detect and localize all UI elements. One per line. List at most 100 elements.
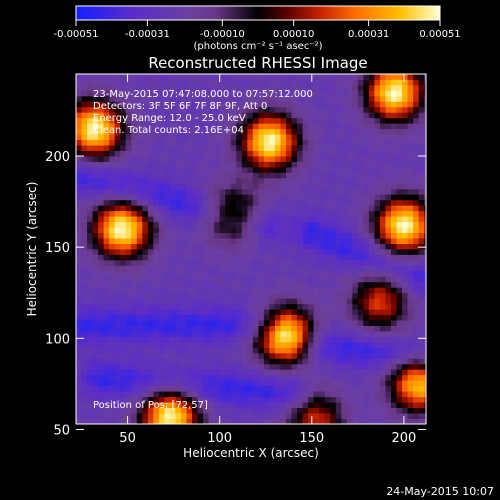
- heatmap-cell: [192, 413, 198, 419]
- heatmap-cell: [230, 156, 237, 162]
- heatmap-cell: [319, 249, 326, 255]
- heatmap-cell: [164, 358, 171, 365]
- heatmap-cell: [197, 123, 204, 130]
- heatmap-cell: [319, 358, 326, 365]
- heatmap-cell: [87, 331, 93, 337]
- heatmap-cell: [169, 161, 176, 168]
- heatmap-cell: [263, 95, 270, 102]
- heatmap-cell: [241, 210, 248, 217]
- heatmap-cell: [308, 95, 315, 102]
- heatmap-cell: [363, 369, 370, 376]
- heatmap-cell: [374, 341, 381, 348]
- heatmap-cell: [208, 238, 215, 244]
- heatmap-cell: [274, 265, 281, 272]
- heatmap-cell: [81, 194, 88, 201]
- heatmap-cell: [346, 238, 353, 244]
- heatmap-cell: [98, 112, 105, 119]
- heatmap-cell: [158, 156, 165, 162]
- heatmap-cell: [225, 134, 232, 141]
- heatmap-cell: [114, 281, 121, 288]
- heatmap-cell: [258, 84, 265, 91]
- heatmap-cell: [407, 128, 414, 135]
- heatmap-cell: [192, 336, 198, 343]
- heatmap-cell: [208, 123, 215, 130]
- heatmap-cell: [186, 303, 193, 310]
- heatmap-cell: [87, 314, 93, 321]
- heatmap-cell: [103, 150, 110, 157]
- heatmap-cell: [324, 74, 331, 80]
- heatmap-cell: [413, 90, 420, 97]
- heatmap-cell: [225, 79, 232, 86]
- heatmap-cell: [341, 177, 348, 184]
- heatmap-cell: [346, 156, 353, 162]
- heatmap-cell: [385, 249, 392, 255]
- heatmap-cell: [76, 79, 82, 86]
- heatmap-cell: [324, 145, 331, 151]
- heatmap-cell: [109, 380, 116, 387]
- heatmap-cell: [346, 101, 353, 108]
- heatmap-cell: [230, 391, 237, 398]
- heatmap-cell: [319, 309, 326, 316]
- heatmap-cell: [252, 347, 259, 354]
- heatmap-cell: [175, 413, 182, 419]
- heatmap-cell: [241, 106, 248, 113]
- heatmap-cell: [247, 352, 254, 359]
- heatmap-cell: [291, 90, 298, 97]
- heatmap-cell: [368, 128, 375, 135]
- heatmap-cell: [413, 391, 420, 398]
- heatmap-cell: [407, 221, 414, 228]
- heatmap-cell: [175, 396, 182, 403]
- heatmap-cell: [142, 292, 149, 299]
- heatmap-cell: [81, 74, 88, 80]
- heatmap-cell: [258, 238, 265, 244]
- heatmap-cell: [181, 232, 187, 239]
- heatmap-cell: [308, 407, 315, 414]
- heatmap-cell: [385, 418, 392, 424]
- heatmap-cell: [335, 139, 342, 146]
- heatmap-cell: [407, 123, 414, 130]
- heatmap-cell: [142, 84, 149, 91]
- heatmap-cell: [136, 385, 143, 392]
- heatmap-cell: [280, 292, 287, 299]
- heatmap-cell: [247, 347, 254, 354]
- heatmap-cell: [258, 106, 265, 113]
- heatmap-cell: [368, 281, 375, 288]
- heatmap-cell: [81, 84, 88, 91]
- heatmap-cell: [308, 166, 315, 173]
- heatmap-cell: [424, 265, 426, 272]
- heatmap-cell: [341, 205, 348, 212]
- heatmap-cell: [109, 287, 116, 294]
- heatmap-cell: [247, 172, 254, 179]
- heatmap-cell: [330, 188, 337, 195]
- heatmap-cell: [147, 347, 154, 354]
- y-axis-label: Heliocentric Y (arcsec): [25, 182, 39, 317]
- heatmap-cell: [379, 183, 386, 190]
- heatmap-cell: [109, 205, 116, 212]
- heatmap-cell: [76, 134, 82, 141]
- heatmap-cell: [120, 341, 127, 348]
- heatmap-cell: [181, 188, 187, 195]
- heatmap-cell: [169, 145, 176, 151]
- heatmap-cell: [136, 270, 143, 277]
- heatmap-cell: [120, 320, 127, 326]
- heatmap-cell: [291, 150, 298, 157]
- heatmap-cell: [92, 90, 99, 97]
- heatmap-cell: [131, 139, 138, 146]
- heatmap-cell: [291, 95, 298, 102]
- heatmap-cell: [313, 358, 320, 365]
- heatmap-cell: [103, 331, 110, 337]
- heatmap-cell: [396, 74, 403, 80]
- heatmap-cell: [308, 210, 315, 217]
- heatmap-cell: [402, 418, 408, 424]
- heatmap-cell: [363, 336, 370, 343]
- heatmap-cell: [219, 407, 226, 414]
- heatmap-cell: [297, 331, 303, 337]
- heatmap-cell: [147, 128, 154, 135]
- heatmap-cell: [142, 95, 149, 102]
- heatmap-cell: [147, 79, 154, 86]
- heatmap-cell: [424, 380, 426, 387]
- heatmap-cell: [352, 128, 359, 135]
- heatmap-cell: [269, 145, 276, 151]
- heatmap-cell: [92, 194, 99, 201]
- heatmap-cell: [225, 254, 232, 261]
